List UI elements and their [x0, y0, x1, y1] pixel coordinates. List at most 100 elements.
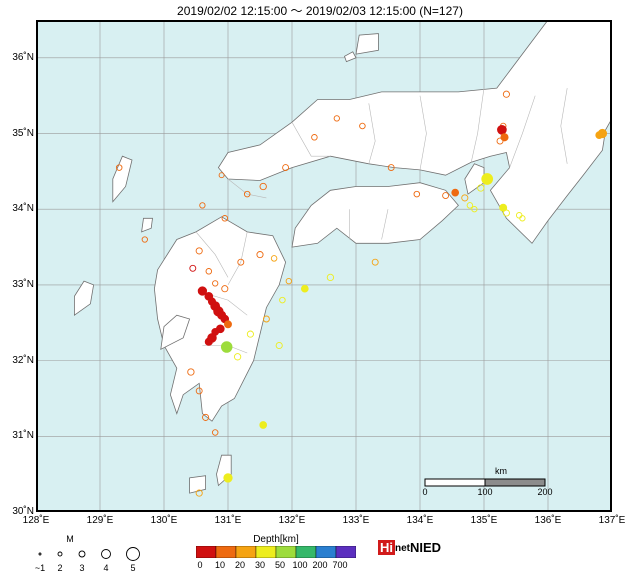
magnitude-legend-label: 2 [57, 563, 63, 573]
magnitude-legend-circle [38, 552, 42, 556]
epicenter-marker [211, 429, 219, 436]
epicenter-marker [502, 209, 510, 217]
lon-tick-label: 130˚E [150, 515, 178, 526]
depth-legend-swatch [275, 546, 297, 558]
depth-legend-swatch [255, 546, 277, 558]
epicenter-marker [496, 137, 504, 145]
epicenter-marker [371, 258, 379, 266]
magnitude-legend-label: 4 [103, 563, 109, 573]
epicenter-marker [246, 330, 254, 338]
lon-tick-label: 137˚E [598, 515, 626, 526]
depth-legend-swatch [215, 546, 237, 558]
epicenter-marker [233, 353, 242, 361]
nied-text: NIED [410, 540, 442, 555]
depth-legend-tick-label: 100 [292, 560, 308, 570]
hinet-hi-text: Hi [378, 540, 395, 555]
epicenter-marker [141, 236, 148, 243]
lat-tick-label: 35˚N [12, 127, 34, 139]
epicenter-marker [224, 320, 232, 329]
epicenter-marker [202, 413, 210, 421]
epicenter-marker [199, 202, 206, 209]
epicenter-marker [451, 188, 460, 197]
depth-legend-tick-label: 700 [332, 560, 348, 570]
epicenter-marker [300, 284, 309, 293]
epicenter-marker [502, 90, 510, 98]
epicenter-marker [195, 247, 203, 255]
epicenter-marker [359, 122, 366, 130]
epicenter-marker [221, 215, 229, 222]
epicenter-marker [326, 273, 335, 282]
epicenter-marker [204, 337, 213, 346]
epicenter-marker [205, 268, 213, 275]
epicenter-marker [387, 164, 395, 172]
epicenter-marker [499, 203, 508, 212]
lon-tick-label: 128˚E [22, 515, 50, 526]
epicenter-marker [187, 368, 195, 376]
epicenter-marker [282, 164, 290, 172]
epicenter-marker [195, 387, 203, 395]
epicenter-marker [413, 190, 421, 198]
depth-legend-colorbar [196, 546, 356, 558]
epicenter-marker [115, 164, 123, 171]
lon-tick-label: 129˚E [86, 515, 114, 526]
epicenter-marker [471, 206, 478, 213]
lat-tick-label: 32˚N [12, 354, 34, 366]
magnitude-legend-circle [126, 547, 140, 561]
epicenter-marker [500, 133, 509, 142]
depth-legend-tick-label: 50 [274, 560, 285, 570]
depth-legend-swatch [335, 546, 356, 558]
epicenter-marker [311, 134, 318, 141]
scale-bar-tick-label: 100 [477, 487, 493, 497]
magnitude-legend-label: 5 [130, 563, 136, 573]
epicenter-marker [595, 131, 604, 139]
epicenter-marker [243, 190, 251, 198]
hinet-net-text: net [395, 543, 410, 555]
epicenter-marker [519, 215, 526, 222]
lat-tick-label: 30˚N [12, 506, 34, 517]
epicenter-marker [333, 115, 340, 122]
magnitude-legend-label: 3 [79, 563, 85, 573]
depth-legend-swatch [196, 546, 217, 558]
epicenter-marker [218, 172, 225, 179]
epicenter-marker [270, 255, 278, 262]
epicenter-marker [262, 315, 270, 323]
epicenter-marker [477, 184, 485, 192]
epicenter-marker [497, 124, 507, 135]
epicenter-marker [275, 341, 283, 350]
depth-legend-swatch [295, 546, 317, 558]
epicenter-marker [221, 285, 229, 293]
epicenter-marker [442, 192, 450, 200]
lat-tick-label: 36˚N [12, 51, 34, 63]
depth-legend-tick-label: 20 [234, 560, 245, 570]
epicenter-marker [197, 286, 208, 296]
map-svg [36, 20, 612, 512]
epicenter-marker [223, 473, 233, 483]
epicenter-marker [195, 489, 203, 497]
lat-tick-label: 34˚N [12, 203, 34, 215]
epicenter-marker [285, 277, 292, 285]
hinet-nied-logo: Hi netNIED [378, 540, 441, 555]
epicenter-marker [212, 280, 219, 287]
magnitude-legend-symbols [38, 547, 140, 561]
epicenter-marker [259, 421, 268, 429]
magnitude-legend-circle [78, 550, 86, 558]
lon-tick-label: 136˚E [534, 515, 562, 526]
map-area[interactable] [36, 20, 612, 512]
lon-tick-label: 132˚E [278, 515, 306, 526]
epicenter-marker [259, 182, 267, 191]
epicenter-marker [189, 264, 197, 272]
epicenter-marker [279, 296, 286, 304]
epicenter-marker [481, 173, 494, 185]
epicenter-marker [461, 194, 469, 202]
lon-tick-label: 131˚E [214, 515, 242, 526]
magnitude-legend-title: M [66, 534, 74, 544]
magnitude-legend-circle [57, 551, 63, 557]
depth-legend-title: Depth[km] [253, 534, 299, 545]
lon-tick-label: 134˚E [406, 515, 434, 526]
scale-bar-tick-label: 200 [537, 487, 553, 497]
lon-tick-label: 135˚E [470, 515, 498, 526]
depth-legend-tick-label: 0 [197, 560, 203, 570]
depth-legend-swatch [235, 546, 257, 558]
scale-bar-tick-label: 0 [422, 487, 428, 497]
scale-bar [424, 478, 546, 487]
